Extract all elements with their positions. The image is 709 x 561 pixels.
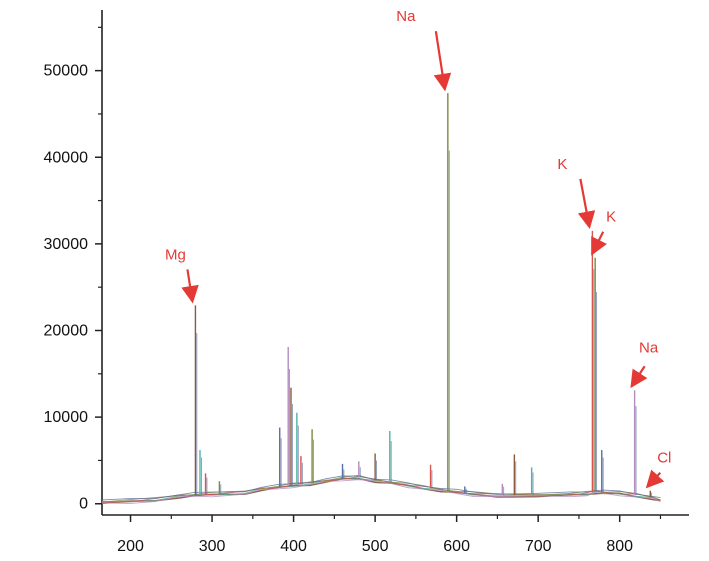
annotation-arrow <box>181 269 199 304</box>
spectrum-line-6 <box>101 479 661 504</box>
y-tick-label: 30000 <box>44 236 89 253</box>
y-tick-label: 50000 <box>44 63 89 80</box>
x-tick-label: 800 <box>606 538 633 555</box>
x-tick-label: 200 <box>117 538 144 555</box>
element-annotations: Mg Na K K Na Cl <box>165 8 671 489</box>
annotation-arrow <box>577 178 596 230</box>
y-tick-label: 10000 <box>44 409 89 426</box>
x-tick-label: 600 <box>443 538 470 555</box>
annotation-label: K <box>557 156 567 173</box>
spectral-peaks <box>194 93 653 498</box>
y-tick-label: 40000 <box>44 149 89 166</box>
annotation-arrow <box>433 30 452 92</box>
annotation-arrow <box>591 231 607 256</box>
tick-marks: 0 10000 20000 30000 40000 50000 200 300 400 500 60… <box>44 26 662 555</box>
annotation-label: K <box>606 209 616 226</box>
annotation-arrow <box>645 469 665 489</box>
x-tick-label: 500 <box>362 538 389 555</box>
annotation-label: Na <box>396 8 416 25</box>
annotation-label: Na <box>639 339 659 356</box>
annotation-label: Mg <box>165 246 186 263</box>
axes <box>101 10 689 516</box>
x-tick-label: 300 <box>199 538 226 555</box>
annotation-arrow <box>630 365 648 389</box>
y-tick-label: 0 <box>79 496 88 513</box>
annotation-label: Cl <box>657 450 671 467</box>
x-tick-label: 400 <box>280 538 307 555</box>
spectra-series <box>101 474 661 504</box>
y-tick-label: 20000 <box>44 322 89 339</box>
x-tick-label: 700 <box>525 538 552 555</box>
